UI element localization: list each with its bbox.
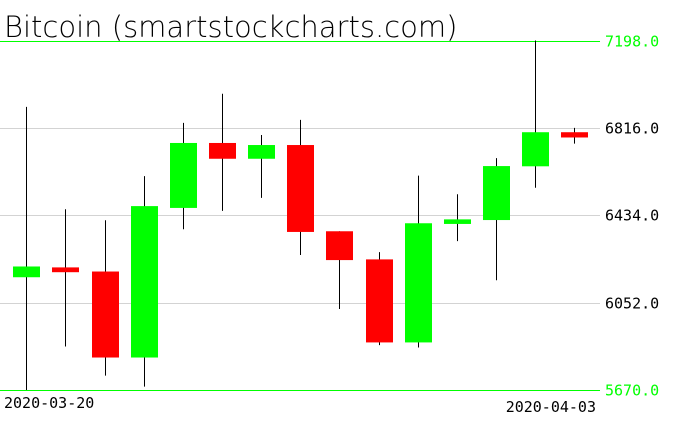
candle — [444, 194, 471, 242]
candle-body-down — [326, 231, 353, 261]
candle — [287, 119, 314, 256]
candle — [248, 134, 275, 198]
candle-body-up — [248, 145, 275, 159]
candle-body-up — [170, 142, 197, 208]
candle — [52, 209, 79, 347]
candle-body-down — [52, 267, 79, 273]
y-tick-label: 6816.0 — [605, 120, 659, 138]
candle-body-up — [405, 223, 432, 343]
x-tick-label-end: 2020-04-03 — [506, 398, 596, 416]
candle-body-up — [444, 219, 471, 224]
candle-body-down — [92, 271, 119, 358]
candle — [92, 220, 119, 376]
y-tick-label: 7198.0 — [605, 33, 659, 51]
candle-body-up — [13, 266, 40, 278]
candle — [13, 106, 40, 390]
candle — [209, 93, 236, 211]
candle — [561, 127, 588, 144]
candles — [13, 40, 588, 390]
candle-body-up — [131, 206, 158, 358]
candle-body-down — [366, 259, 393, 343]
chart-title: Bitcoin (smartstockcharts.com) — [4, 10, 457, 44]
candle — [405, 175, 432, 348]
candle — [326, 231, 353, 310]
candle-body-down — [209, 142, 236, 159]
y-axis-labels: 7198.0 6816.0 6434.0 6052.0 5670.0 — [605, 33, 659, 400]
candle — [483, 158, 510, 281]
candle — [522, 40, 549, 188]
candle-body-down — [287, 145, 314, 232]
x-tick-label-start: 2020-03-20 — [4, 394, 94, 412]
candle-body-up — [522, 132, 549, 167]
candle — [131, 176, 158, 387]
candle — [366, 252, 393, 346]
candle — [170, 122, 197, 230]
y-tick-label: 6052.0 — [605, 295, 659, 313]
candle-body-up — [483, 166, 510, 221]
y-tick-label: 5670.0 — [605, 382, 659, 400]
candle-body-down — [561, 132, 588, 138]
y-tick-label: 6434.0 — [605, 207, 659, 225]
